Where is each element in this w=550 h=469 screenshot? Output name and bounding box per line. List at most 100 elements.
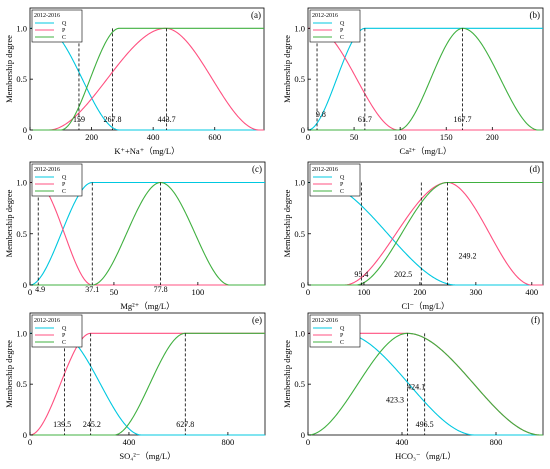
value-annotation: 249.2 [458, 251, 476, 260]
y-tick-label: 1.0 [294, 328, 305, 338]
y-tick-label: 1.0 [16, 23, 27, 33]
x-tick-label: 300 [469, 287, 482, 297]
y-tick-label: 0 [301, 430, 305, 440]
y-tick-label: 0.5 [16, 379, 27, 389]
x-tick-label: 0 [28, 132, 32, 142]
value-annotation: 496.5 [416, 420, 434, 429]
x-axis-label: Ca²⁺（mg/L） [400, 146, 452, 156]
panel-label: (a) [251, 10, 261, 20]
legend-title: 2012-2016 [312, 167, 338, 173]
x-axis-label: HCO₃⁻（mg/L） [395, 451, 456, 461]
legend-entry-q: Q [340, 326, 345, 332]
series-line-p [30, 181, 265, 286]
value-annotation: 202.5 [394, 270, 412, 279]
legend-entry-q: Q [62, 21, 67, 27]
value-annotation: 424.1 [407, 382, 425, 391]
x-tick-label: 0 [28, 287, 32, 297]
panel-1: 0 0.5 1.0 0 200 400 600 159 267.8 443.7 (a) Members… [4, 7, 265, 156]
value-annotation: 627.8 [176, 420, 194, 429]
value-annotation: 77.8 [154, 285, 168, 294]
series-line-c [308, 27, 543, 131]
plot-frame [307, 161, 544, 286]
panel-label: (f) [531, 315, 540, 325]
value-annotation: 167.7 [454, 115, 472, 124]
x-tick-label: 0 [28, 437, 32, 447]
series-line-c [30, 181, 265, 286]
x-axis-label: SO₄²⁻（mg/L） [119, 451, 175, 461]
x-tick-label: 200 [414, 287, 427, 297]
x-tick-label: 50 [110, 287, 119, 297]
x-axis-label: Cl⁻（mg/L） [402, 301, 450, 311]
panel-label: (c) [252, 164, 262, 174]
series-line-p [30, 27, 264, 131]
y-axis-label: Membership degree [282, 189, 292, 257]
y-tick-label: 0.5 [16, 74, 27, 84]
x-tick-label: 100 [358, 287, 371, 297]
legend-entry-p: P [340, 182, 344, 188]
y-tick-label: 0.5 [294, 229, 305, 239]
y-tick-label: 0.5 [294, 379, 305, 389]
x-tick-label: 200 [85, 132, 98, 142]
x-tick-label: 400 [147, 132, 160, 142]
legend-entry-p: P [62, 28, 66, 34]
series-line-c [30, 27, 264, 131]
panel-2: 0 0.5 1.0 0 50 100 150 200 9.8 61.7 167.7 (b) Member… [282, 7, 544, 156]
y-tick-label: 0 [301, 125, 305, 135]
y-tick-label: 0.5 [294, 74, 305, 84]
x-tick-label: 400 [396, 437, 409, 447]
legend-entry-q: Q [62, 326, 67, 332]
value-annotation: 423.3 [386, 395, 404, 404]
series-line-q [30, 27, 264, 131]
x-tick-label: 0 [306, 287, 310, 297]
y-tick-label: 1.0 [294, 23, 305, 33]
legend-title: 2012-2016 [312, 13, 338, 19]
series-line-c [307, 332, 543, 436]
value-annotation: 245.2 [83, 420, 101, 429]
x-tick-label: 400 [123, 437, 136, 447]
legend-title: 2012-2016 [34, 13, 60, 19]
y-tick-label: 0 [23, 125, 27, 135]
x-tick-label: 400 [525, 287, 538, 297]
y-axis-label: Membership degree [282, 340, 292, 408]
y-tick-label: 1.0 [16, 328, 27, 338]
y-tick-label: 1.0 [16, 178, 27, 188]
value-annotation: 267.8 [103, 115, 121, 124]
x-tick-label: 800 [490, 437, 503, 447]
value-annotation: 159 [73, 115, 85, 124]
legend-entry-q: Q [62, 175, 67, 181]
legend-entry-c: C [340, 340, 344, 346]
y-tick-label: 0 [23, 280, 27, 290]
y-axis-label: Membership degree [4, 340, 14, 408]
y-tick-label: 0 [23, 430, 27, 440]
panel-label: (e) [252, 315, 262, 325]
legend-title: 2012-2016 [34, 167, 60, 173]
legend-entry-c: C [62, 340, 66, 346]
x-tick-label: 0 [306, 437, 310, 447]
y-tick-label: 0.5 [16, 229, 27, 239]
value-annotation: 95.4 [354, 270, 368, 279]
plot-frame [307, 312, 544, 436]
x-axis-label: K⁺+Na⁺（mg/L） [114, 146, 179, 156]
x-axis-label: Mg²⁺（mg/L） [120, 301, 174, 311]
legend-entry-p: P [62, 182, 66, 188]
legend-entry-p: P [62, 333, 66, 339]
legend-title: 2012-2016 [312, 318, 338, 324]
y-tick-label: 0 [301, 280, 305, 290]
value-annotation: 37.1 [85, 285, 99, 294]
legend-entry-p: P [340, 333, 344, 339]
x-tick-label: 50 [350, 132, 359, 142]
y-tick-label: 1.0 [294, 178, 305, 188]
series-line-q [29, 181, 265, 286]
panel-label: (d) [530, 164, 541, 174]
series-line-p [308, 27, 543, 131]
series-line-c [308, 181, 543, 286]
value-annotation: 4.9 [35, 285, 45, 294]
value-annotation: 9.8 [316, 110, 326, 119]
x-tick-label: 800 [222, 437, 235, 447]
